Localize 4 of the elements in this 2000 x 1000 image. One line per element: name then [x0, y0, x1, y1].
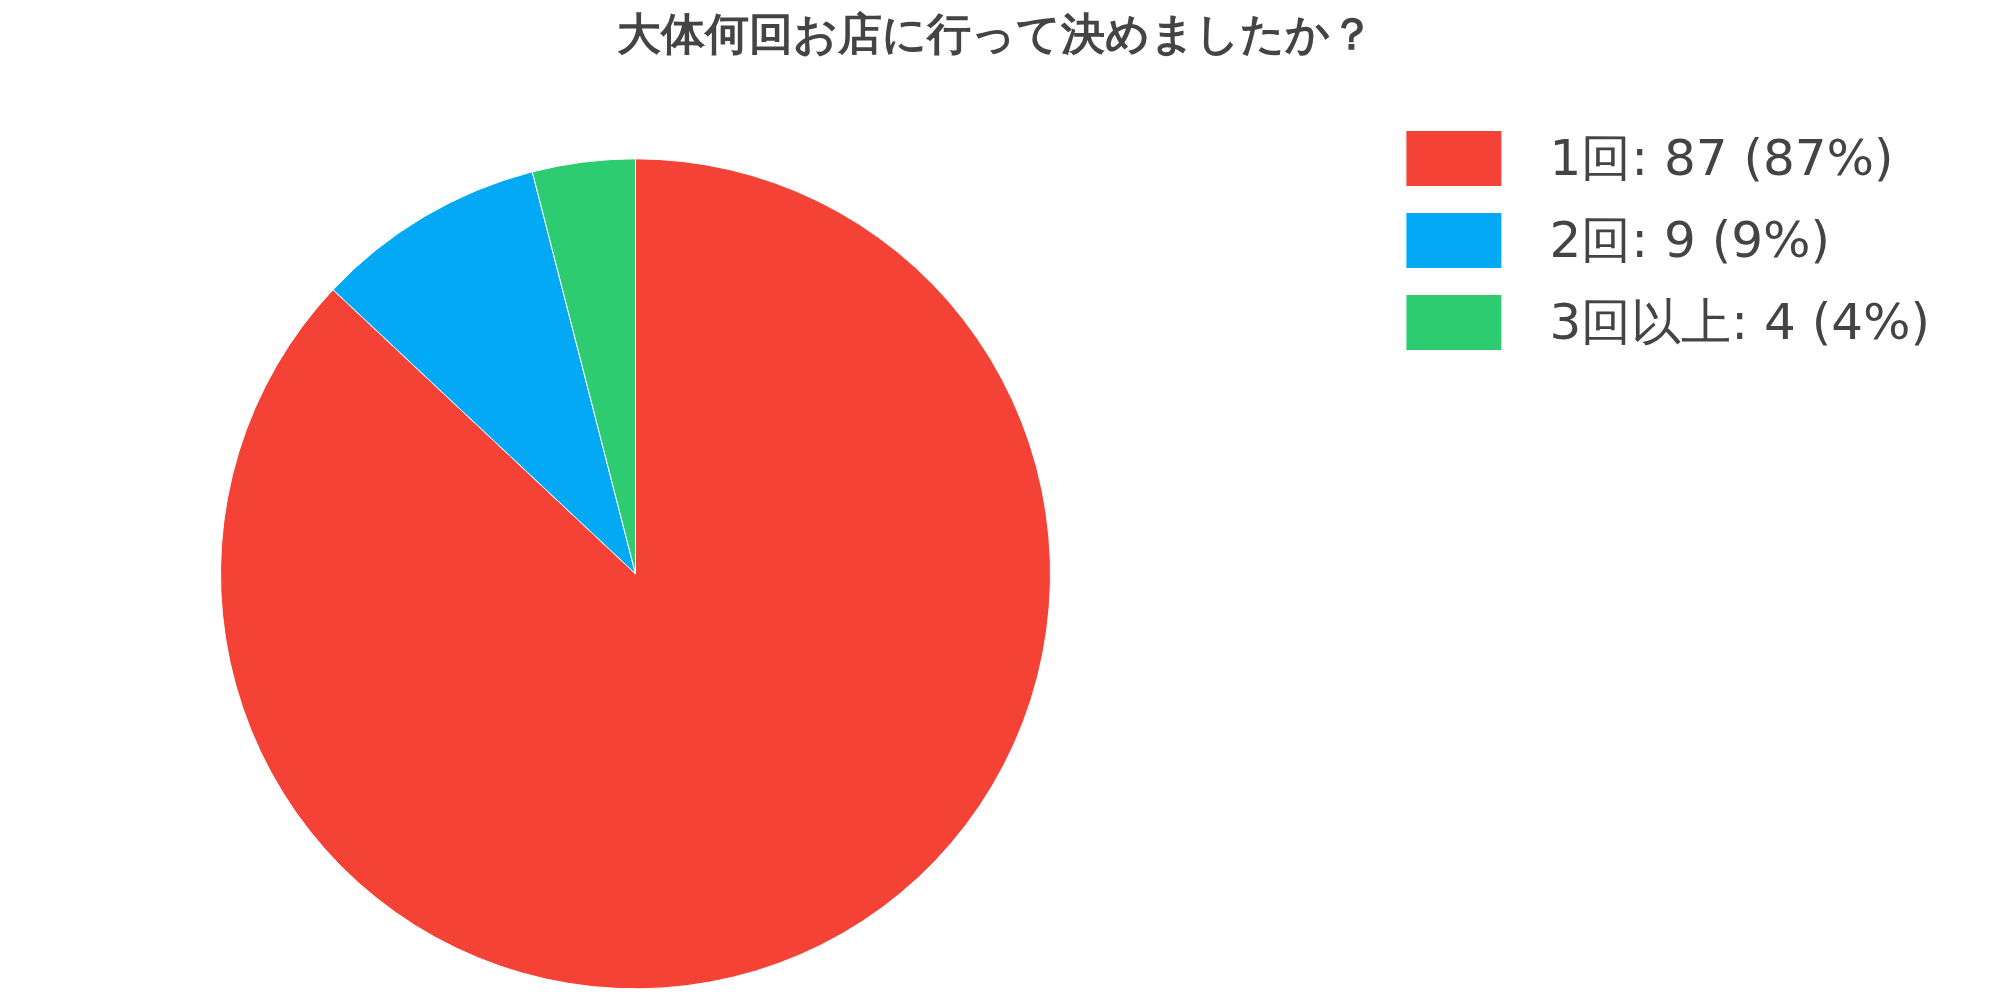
legend-label: 3回以上: 4 (4%)	[1549, 291, 1930, 353]
chart-title: 大体何回お店に行って決めましたか？	[617, 7, 1374, 59]
legend-label: 1回: 87 (87%)	[1549, 127, 1894, 189]
legend-label: 2回: 9 (9%)	[1549, 209, 1830, 271]
